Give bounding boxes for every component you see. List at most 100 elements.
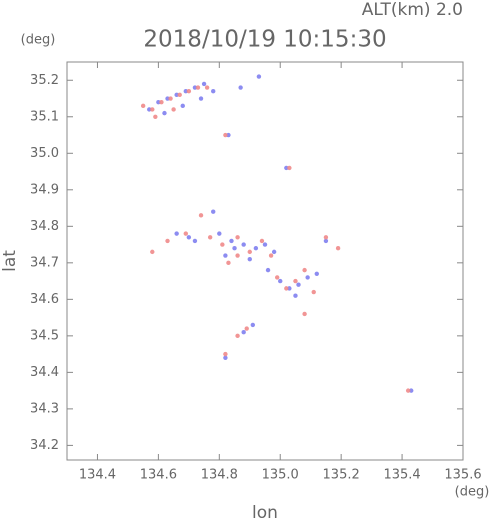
- point: [150, 249, 155, 255]
- point: [238, 85, 243, 90]
- point: [223, 355, 228, 360]
- point: [192, 85, 198, 90]
- point: [168, 96, 173, 101]
- y-tick-label: 35.2: [30, 73, 59, 88]
- point: [183, 89, 188, 94]
- point: [253, 246, 259, 251]
- y-tick-label: 34.8: [30, 219, 59, 234]
- y-tick-label: 34.6: [30, 292, 59, 307]
- point: [174, 92, 179, 98]
- point: [287, 165, 292, 171]
- x-tick-label: 134.8: [201, 468, 238, 483]
- point: [296, 282, 301, 287]
- point: [217, 231, 222, 236]
- y-tick-label: 35.0: [30, 146, 59, 161]
- point: [259, 238, 265, 244]
- point: [195, 85, 201, 90]
- point: [229, 238, 234, 244]
- y-tick-label: 35.1: [30, 109, 59, 124]
- point: [159, 99, 164, 105]
- x-tick-label: 134.6: [140, 468, 177, 483]
- point: [302, 311, 307, 317]
- point: [177, 92, 182, 98]
- point: [235, 333, 240, 339]
- point: [223, 351, 228, 357]
- point: [198, 96, 204, 101]
- point: [284, 286, 289, 291]
- point: [147, 107, 152, 112]
- point: [274, 275, 280, 280]
- point: [278, 278, 283, 284]
- point: [223, 132, 228, 138]
- point: [150, 107, 155, 112]
- y-unit: (deg): [21, 33, 56, 48]
- point: [156, 99, 161, 105]
- point: [268, 253, 274, 258]
- point: [247, 249, 252, 255]
- point: [262, 242, 268, 247]
- point: [201, 81, 207, 87]
- point: [204, 85, 210, 90]
- point: [311, 289, 316, 295]
- point: [174, 231, 179, 236]
- point: [223, 253, 228, 258]
- point: [314, 271, 319, 276]
- point: [232, 246, 237, 251]
- x-unit: (deg): [455, 485, 490, 500]
- point: [162, 110, 167, 116]
- point: [241, 330, 246, 335]
- y-tick-label: 34.9: [30, 182, 59, 197]
- point: [226, 260, 231, 266]
- point: [323, 238, 329, 244]
- x-axis-label: lon: [252, 503, 278, 521]
- point: [250, 322, 256, 328]
- point: [171, 107, 176, 112]
- point: [241, 242, 246, 247]
- point: [323, 235, 329, 240]
- point: [235, 253, 240, 258]
- point: [293, 293, 298, 298]
- point: [244, 326, 249, 331]
- point: [302, 267, 307, 273]
- x-tick-label: 135.0: [262, 468, 299, 483]
- point: [198, 213, 204, 218]
- point: [186, 89, 192, 94]
- y-tick-label: 34.2: [30, 438, 59, 453]
- point: [305, 275, 310, 280]
- point: [409, 388, 414, 393]
- point: [271, 249, 277, 255]
- y-tick-label: 34.7: [30, 255, 59, 270]
- point: [405, 388, 411, 393]
- y-axis-label: lat: [0, 250, 20, 272]
- point: [220, 242, 225, 247]
- point: [284, 165, 289, 171]
- point: [153, 114, 158, 119]
- x-tick-label: 135.2: [323, 468, 360, 483]
- point: [207, 235, 213, 240]
- x-tick-label: 135.6: [444, 468, 481, 483]
- point: [165, 96, 170, 101]
- point: [235, 235, 240, 240]
- y-tick-label: 34.5: [30, 328, 59, 343]
- x-tick-label: 134.4: [79, 468, 116, 483]
- point: [192, 238, 198, 244]
- point: [180, 103, 185, 109]
- point: [211, 209, 216, 214]
- point: [265, 267, 271, 273]
- point: [140, 103, 146, 109]
- point: [183, 231, 188, 236]
- point: [293, 278, 298, 284]
- point: [165, 238, 170, 244]
- point: [287, 286, 292, 291]
- x-tick-label: 135.4: [383, 468, 420, 483]
- point: [247, 256, 252, 262]
- point: [186, 235, 192, 240]
- y-tick-label: 34.3: [30, 401, 59, 416]
- point: [226, 132, 231, 138]
- y-tick-label: 34.4: [30, 365, 59, 380]
- point: [335, 246, 341, 251]
- plot-frame: [66, 61, 464, 461]
- point: [256, 74, 262, 79]
- chart-title: 2018/10/19 10:15:30: [143, 27, 386, 53]
